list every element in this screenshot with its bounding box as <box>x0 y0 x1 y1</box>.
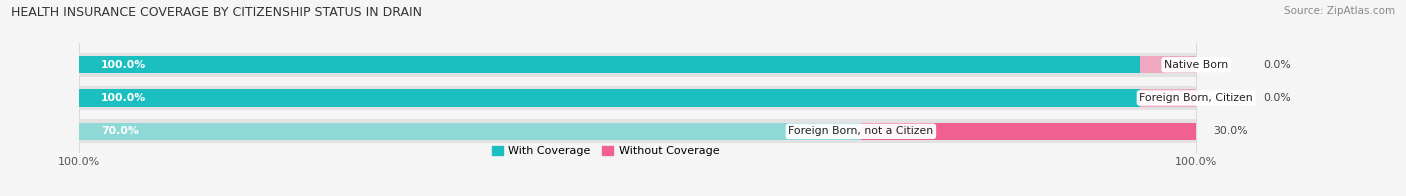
Bar <box>79 119 1197 143</box>
Text: Native Born: Native Born <box>1164 60 1229 70</box>
Text: 70.0%: 70.0% <box>101 126 139 136</box>
Text: Foreign Born, Citizen: Foreign Born, Citizen <box>1139 93 1253 103</box>
Bar <box>1140 56 1197 73</box>
Text: 100.0%: 100.0% <box>101 60 146 70</box>
Text: 30.0%: 30.0% <box>1213 126 1247 136</box>
Legend: With Coverage, Without Coverage: With Coverage, Without Coverage <box>488 141 724 161</box>
Text: 0.0%: 0.0% <box>1263 93 1291 103</box>
Bar <box>79 53 1197 77</box>
Bar <box>860 123 1197 140</box>
Text: HEALTH INSURANCE COVERAGE BY CITIZENSHIP STATUS IN DRAIN: HEALTH INSURANCE COVERAGE BY CITIZENSHIP… <box>11 6 422 19</box>
Bar <box>1140 89 1197 107</box>
Bar <box>79 56 1197 73</box>
Text: 100.0%: 100.0% <box>101 93 146 103</box>
Bar <box>79 123 860 140</box>
Bar <box>79 89 1197 107</box>
Bar <box>79 86 1197 110</box>
Text: Foreign Born, not a Citizen: Foreign Born, not a Citizen <box>789 126 934 136</box>
Text: Source: ZipAtlas.com: Source: ZipAtlas.com <box>1284 6 1395 16</box>
Text: 0.0%: 0.0% <box>1263 60 1291 70</box>
